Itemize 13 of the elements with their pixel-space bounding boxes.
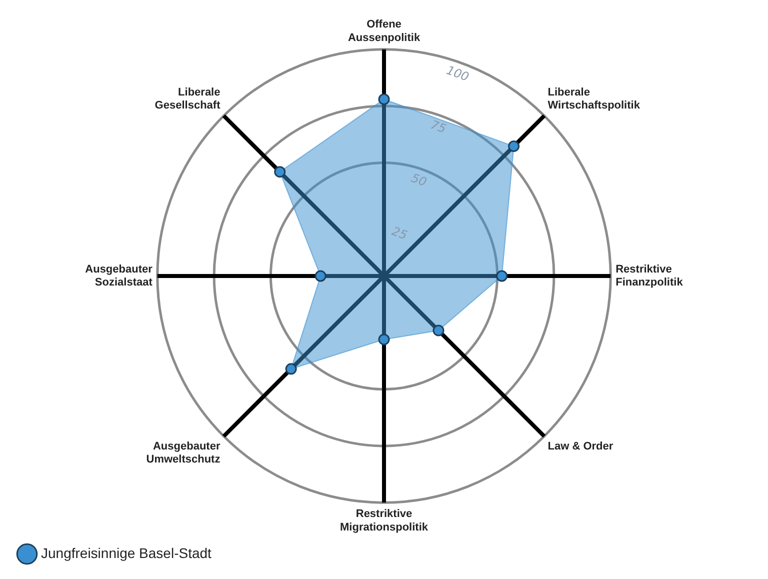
y-tick-label: 100 xyxy=(444,63,472,84)
spoke-label: Law & Order xyxy=(548,440,614,452)
spoke-label: Liberale Wirtschaftspolitik xyxy=(548,86,641,112)
legend-label: Jungfreisinnige Basel-Stadt xyxy=(41,544,212,561)
y-tick-label: 50 xyxy=(409,170,429,190)
spoke-label: Restriktive Finanzpolitik xyxy=(616,263,684,289)
spoke-label: Restriktive Migrationspolitik xyxy=(340,508,429,534)
spoke-label: Ausgebauter Sozialstaat xyxy=(85,263,154,289)
y-tick-label: 75 xyxy=(428,118,448,136)
spoke-label: Liberale Gesellschaft xyxy=(154,86,221,112)
spoke-label: Offene Aussenpolitik xyxy=(348,18,421,44)
spoke-label: Ausgebauter Umweltschutz xyxy=(146,440,221,466)
y-tick-label: 25 xyxy=(390,224,410,242)
